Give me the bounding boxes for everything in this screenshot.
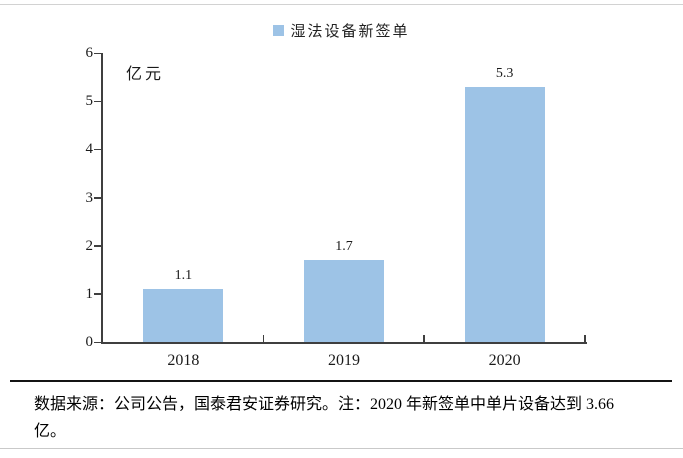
y-axis-tick xyxy=(94,293,103,295)
y-tick-label: 6 xyxy=(85,45,94,61)
x-tick-label: 2019 xyxy=(328,352,360,369)
bar xyxy=(143,289,224,342)
x-tick-label: 2018 xyxy=(167,352,200,369)
source-note-line: 亿。 xyxy=(34,423,67,440)
bar-value-label: 5.3 xyxy=(495,65,514,81)
y-axis-tick xyxy=(94,52,103,54)
y-tick-label: 2 xyxy=(85,237,94,254)
y-axis-unit-label: 亿元 xyxy=(126,66,165,83)
bar xyxy=(304,260,384,342)
y-axis-tick xyxy=(94,100,103,103)
y-axis-tick xyxy=(94,341,103,343)
x-axis-tick xyxy=(584,335,586,342)
y-tick-label: 1 xyxy=(85,285,94,302)
x-axis-tick xyxy=(262,335,265,342)
y-axis-tick xyxy=(94,148,103,151)
y-tick-label: 0 xyxy=(85,334,94,350)
source-note: 数据来源：公司公告，国泰君安证券研究。注：2020 年新签单中单片设备达到 3.… xyxy=(34,391,674,445)
y-axis-line xyxy=(101,53,103,344)
y-tick-label: 4 xyxy=(85,141,94,158)
legend-label: 湿法设备新签单 xyxy=(290,24,410,40)
bar-value-label: 1.7 xyxy=(335,239,353,255)
y-axis-tick xyxy=(94,245,103,247)
x-tick-label: 2020 xyxy=(488,352,521,369)
y-axis-tick xyxy=(94,197,103,199)
page-bottom-rule xyxy=(0,448,683,449)
source-note-line: 数据来源：公司公告，国泰君安证券研究。注：2020 年新签单中单片设备达到 3.… xyxy=(34,396,615,413)
legend: 湿法设备新签单 xyxy=(0,20,683,41)
bar xyxy=(464,86,545,342)
footer-separator-rule xyxy=(10,380,672,382)
bar-value-label: 1.1 xyxy=(174,268,193,284)
legend-swatch xyxy=(273,25,285,36)
x-axis-line xyxy=(101,342,587,344)
x-axis-tick xyxy=(423,335,425,342)
y-tick-label: 5 xyxy=(85,93,94,110)
y-tick-label: 3 xyxy=(85,189,94,206)
page-top-rule xyxy=(0,4,683,5)
